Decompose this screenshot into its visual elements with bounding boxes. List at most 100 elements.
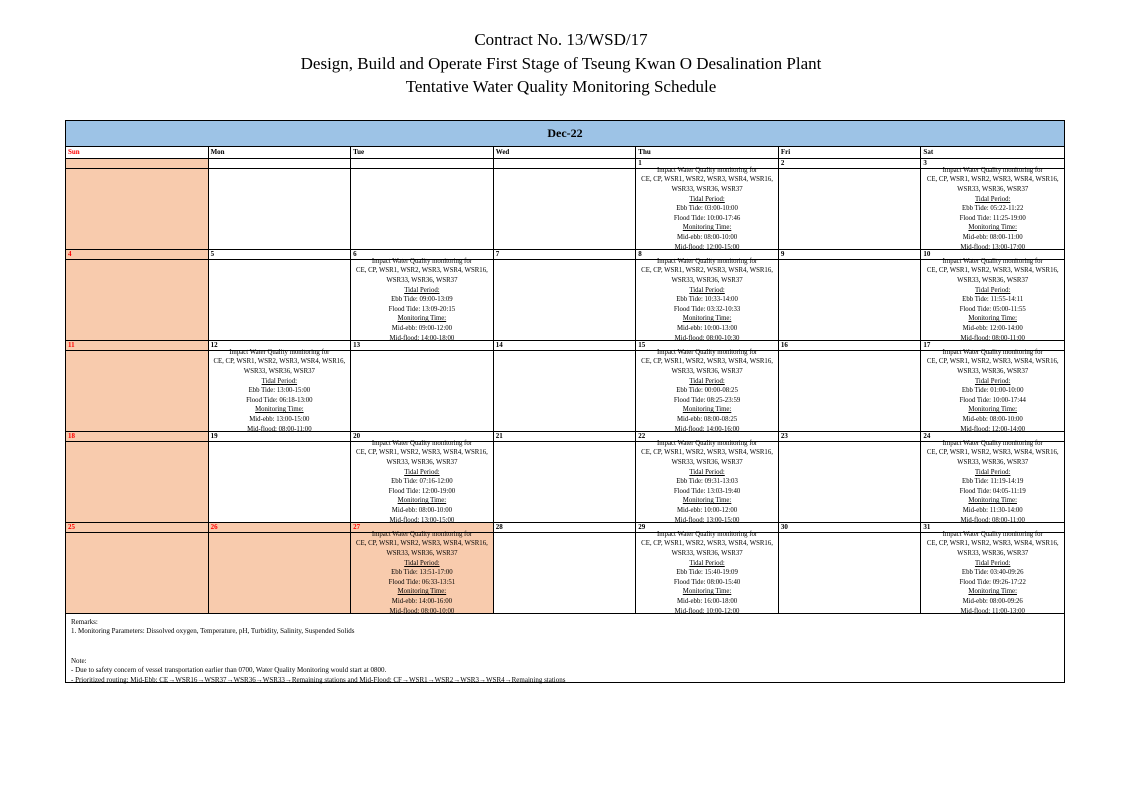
station-list-line2: WSR33, WSR36, WSR37 — [671, 458, 743, 466]
flood-tide-time: Flood Tide: 10:00-17:46 — [673, 214, 741, 222]
monitoring-entry: Impact Water Quality monitoring for CE, C… — [639, 530, 775, 617]
calendar-day-cell: 12 Impact Water Quality monitoring for CE,… — [208, 341, 352, 433]
mid-ebb-time: Mid-ebb: 10:00-13:00 — [676, 325, 738, 333]
date-number — [66, 159, 208, 169]
date-number — [208, 159, 351, 169]
date-number: 20 — [351, 432, 493, 442]
day-cell-body: Impact Water Quality monitoring for CE, C… — [921, 531, 1064, 615]
monitoring-title: Impact Water Quality monitoring for — [371, 439, 472, 447]
day-cell-body: Impact Water Quality monitoring for CE, C… — [351, 531, 493, 615]
monitoring-title: Impact Water Quality monitoring for — [657, 348, 758, 356]
day-cell-body — [494, 169, 636, 249]
mid-flood-time: Mid-flood: 12:00-15:00 — [674, 243, 740, 251]
monitoring-time-label: Monitoring Time: — [968, 224, 1017, 232]
day-cell-body: Impact Water Quality monitoring for CE, C… — [921, 349, 1064, 433]
calendar-day-cell: 25 — [66, 523, 209, 614]
tidal-period-label: Tidal Period: — [404, 559, 440, 567]
station-list-line2: WSR33, WSR36, WSR37 — [957, 458, 1029, 466]
calendar-day-cell: 3 Impact Water Quality monitoring for CE, … — [921, 159, 1064, 251]
day-cell-body: Impact Water Quality monitoring for CE, C… — [636, 258, 778, 342]
month-label: Dec-22 — [547, 126, 583, 140]
date-number: 7 — [493, 250, 636, 260]
day-cell-body — [209, 169, 351, 249]
ebb-tide-time: Ebb Tide: 07:16-12:00 — [391, 478, 453, 486]
day-cell-body — [66, 260, 208, 340]
ebb-tide-time: Ebb Tide: 10:33-14:00 — [676, 296, 738, 304]
flood-tide-time: Flood Tide: 08:25-23:59 — [673, 396, 741, 404]
flood-tide-time: Flood Tide: 13:09-20:15 — [388, 305, 456, 313]
date-number: 5 — [208, 250, 351, 260]
calendar-day-cell: 13 — [351, 341, 494, 432]
calendar-day-cell: 29 Impact Water Quality monitoring for CE,… — [636, 523, 779, 617]
calendar-day-cell: 10 Impact Water Quality monitoring for CE,… — [921, 250, 1064, 342]
day-cell-body — [351, 169, 493, 249]
monitoring-title: Impact Water Quality monitoring for — [942, 439, 1043, 447]
monitoring-entry: Impact Water Quality monitoring for CE, C… — [924, 257, 1061, 344]
tidal-period-label: Tidal Period: — [404, 468, 440, 476]
station-list-line1: CE, CP, WSR1, WSR2, WSR3, WSR4, WSR16, — [926, 540, 1059, 548]
monitoring-title: Impact Water Quality monitoring for — [229, 348, 330, 356]
schedule-title: Tentative Water Quality Monitoring Sched… — [405, 77, 717, 96]
day-cell-body: Impact Water Quality monitoring for CE, C… — [209, 348, 351, 433]
day-cell-body — [209, 260, 351, 340]
station-list-line1: CE, CP, WSR1, WSR2, WSR3, WSR4, WSR16, — [641, 358, 773, 366]
station-list-line2: WSR33, WSR36, WSR37 — [957, 367, 1029, 375]
date-number — [493, 159, 636, 169]
day-header-thu: Thu — [636, 147, 779, 158]
monitoring-entry: Impact Water Quality monitoring for CE, C… — [924, 530, 1061, 617]
date-number: 30 — [778, 523, 921, 533]
mid-ebb-time: Mid-ebb: 08:00-08:25 — [676, 416, 738, 424]
monitoring-title: Impact Water Quality monitoring for — [657, 166, 758, 174]
date-number: 31 — [921, 523, 1064, 533]
day-header-fri: Fri — [779, 147, 922, 158]
day-cell-body — [494, 442, 636, 522]
day-cell-body — [494, 260, 636, 340]
tidal-period-label: Tidal Period: — [689, 195, 725, 203]
mid-flood-time: Mid-flood: 11:00-13:00 — [960, 607, 1025, 615]
monitoring-entry: Impact Water Quality monitoring for CE, C… — [639, 166, 775, 253]
station-list-line1: CE, CP, WSR1, WSR2, WSR3, WSR4, WSR16, — [641, 176, 773, 184]
day-name-row: Sun Mon Tue Wed Thu Fri Sat — [66, 147, 1064, 159]
day-cell-body — [66, 442, 208, 522]
calendar-day-cell — [66, 159, 209, 250]
contract-number: Contract No. 13/WSD/17 — [474, 30, 648, 49]
station-list-line2: WSR33, WSR36, WSR37 — [957, 185, 1029, 193]
date-number: 22 — [636, 432, 778, 442]
station-list-line1: CE, CP, WSR1, WSR2, WSR3, WSR4, WSR16, — [356, 449, 488, 457]
day-cell-body: Impact Water Quality monitoring for CE, C… — [351, 439, 493, 524]
date-number: 18 — [66, 432, 208, 442]
station-list-line2: WSR33, WSR36, WSR37 — [243, 367, 315, 375]
monitoring-time-label: Monitoring Time: — [968, 406, 1017, 414]
date-number: 25 — [66, 523, 208, 533]
tidal-period-label: Tidal Period: — [689, 468, 725, 476]
mid-ebb-time: Mid-ebb: 12:00-14:00 — [962, 325, 1023, 333]
flood-tide-time: Flood Tide: 05:00-11:55 — [959, 305, 1026, 313]
flood-tide-time: Flood Tide: 13:03-19:40 — [673, 487, 741, 495]
tidal-period-label: Tidal Period: — [404, 286, 440, 294]
calendar-day-cell: 15 Impact Water Quality monitoring for CE,… — [636, 341, 779, 433]
mid-ebb-time: Mid-ebb: 09:00-12:00 — [391, 325, 453, 333]
calendar-day-cell: 24 Impact Water Quality monitoring for CE,… — [921, 432, 1064, 524]
calendar-day-cell: 8 Impact Water Quality monitoring for CE, … — [636, 250, 779, 342]
day-cell-body: Impact Water Quality monitoring for CE, C… — [921, 167, 1064, 251]
day-cell-body: Impact Water Quality monitoring for CE, C… — [921, 258, 1064, 342]
day-cell-body: Impact Water Quality monitoring for CE, C… — [921, 439, 1064, 524]
week-row: 25 26 27 Impact Water Quality monitoring fo… — [66, 523, 1064, 617]
day-cell-body — [209, 533, 351, 613]
calendar-day-cell — [208, 159, 352, 250]
mid-ebb-time: Mid-ebb: 10:00-12:00 — [676, 507, 738, 515]
mid-ebb-time: Mid-ebb: 08:00-10:00 — [391, 507, 453, 515]
day-cell-body — [779, 442, 921, 522]
day-header-tue: Tue — [351, 147, 494, 158]
tidal-period-label: Tidal Period: — [261, 377, 298, 385]
monitoring-title: Impact Water Quality monitoring for — [942, 257, 1043, 265]
calendar-day-cell: 1 Impact Water Quality monitoring for CE, … — [636, 159, 779, 253]
day-header-mon: Mon — [209, 147, 352, 158]
date-number: 15 — [636, 341, 778, 351]
station-list-line1: CE, CP, WSR1, WSR2, WSR3, WSR4, WSR16, — [356, 267, 488, 275]
day-cell-body — [66, 533, 208, 613]
station-list-line1: CE, CP, WSR1, WSR2, WSR3, WSR4, WSR16, — [926, 176, 1059, 184]
station-list-line2: WSR33, WSR36, WSR37 — [957, 549, 1029, 557]
day-cell-body: Impact Water Quality monitoring for CE, C… — [636, 348, 778, 433]
week-row: 18 19 20 Impact Water Quality monitoring fo… — [66, 432, 1064, 524]
